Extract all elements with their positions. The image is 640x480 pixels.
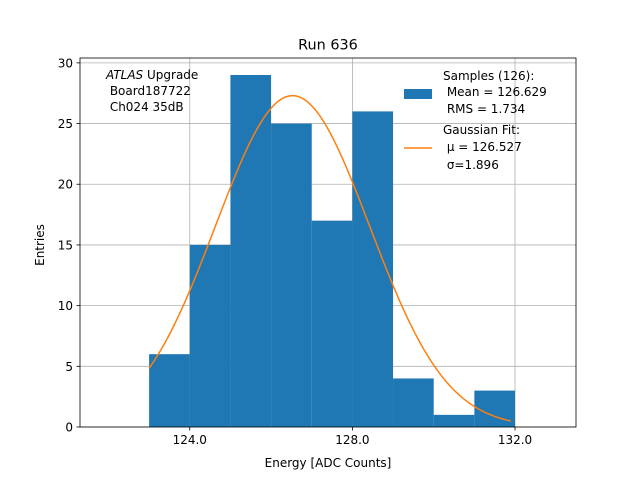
gaussian-fit-curve <box>148 94 512 422</box>
y-tick-label: 25 <box>58 117 73 131</box>
legend-fit-line-2: μ = 126.527 <box>443 140 522 154</box>
annotation-upgrade: Upgrade <box>143 68 198 82</box>
histogram-bar <box>189 244 231 427</box>
y-tick-label: 5 <box>65 360 73 374</box>
histogram-bar <box>230 74 272 428</box>
legend-samples-line-1: Samples (126): <box>443 69 534 83</box>
legend-samples-line-2: Mean = 126.629 <box>443 85 547 99</box>
histogram-bar <box>149 354 190 427</box>
histogram-bars <box>149 74 516 428</box>
legend-fit-line-3: σ=1.896 <box>443 158 499 172</box>
y-tick-label: 0 <box>65 421 73 435</box>
annotation-line-1: ATLAS Upgrade <box>105 68 198 82</box>
tick-labels: 124.0 128.0 132.0 0 5 10 15 20 25 30 <box>58 56 532 447</box>
plot-frame <box>79 57 577 428</box>
histogram-bar <box>393 378 434 427</box>
x-tick-label: 128.0 <box>335 433 369 447</box>
annotation-line-2: Board187722 <box>106 84 191 98</box>
x-tick-label: 124.0 <box>173 433 207 447</box>
annotation-line-3: Ch024 35dB <box>106 100 184 114</box>
chart-title: Run 636 <box>298 38 358 54</box>
y-tick-label: 15 <box>58 238 73 252</box>
axes <box>76 57 577 431</box>
y-tick-label: 20 <box>58 178 73 192</box>
x-tick-label: 132.0 <box>498 433 532 447</box>
atlas-annotation: ATLAS Upgrade Board187722 Ch024 35dB <box>105 68 198 114</box>
legend: Samples (126): Mean = 126.629 RMS = 1.73… <box>404 69 547 172</box>
y-tick-label: 10 <box>58 299 73 313</box>
legend-samples-patch <box>404 89 432 99</box>
annotation-atlas-italic: ATLAS <box>105 68 144 82</box>
y-axis-label: Entries <box>33 224 47 266</box>
y-tick-label: 30 <box>58 56 73 70</box>
histogram-bar <box>311 220 353 427</box>
histogram-bar <box>271 123 312 427</box>
legend-samples-line-3: RMS = 1.734 <box>443 102 525 116</box>
gaussian-fit-layer <box>148 94 512 422</box>
x-axis-label: Energy [ADC Counts] <box>265 456 392 470</box>
histogram-bar <box>433 414 475 427</box>
histogram-bar <box>474 390 516 427</box>
legend-fit-line-1: Gaussian Fit: <box>443 123 520 137</box>
